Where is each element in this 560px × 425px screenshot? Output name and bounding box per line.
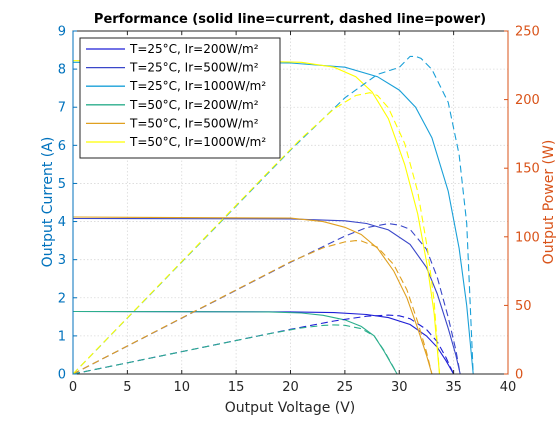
- left-tick-label: 7: [58, 101, 66, 116]
- left-tick-label: 4: [58, 215, 66, 230]
- left-tick-label: 8: [58, 63, 66, 78]
- power-line-series-4: [72, 324, 398, 375]
- x-axis-title: Output Voltage (V): [225, 400, 356, 416]
- legend-label: T=25°C, Ir=1000W/m²: [129, 79, 266, 93]
- power-line-series-1: [72, 314, 455, 375]
- x-tick-label: 5: [123, 380, 131, 395]
- x-tick-label: 15: [228, 380, 245, 395]
- left-tick-label: 0: [58, 368, 66, 383]
- left-tick-label: 9: [58, 25, 66, 40]
- left-axis-title: Output Current (A): [40, 137, 56, 268]
- current-line-series-1: [72, 310, 455, 375]
- right-axis-title: Output Power (W): [541, 140, 557, 265]
- x-tick-label: 25: [337, 380, 354, 395]
- right-tick-label: 200: [515, 93, 540, 108]
- x-tick-label: 30: [391, 380, 408, 395]
- right-tick-label: 0: [515, 368, 523, 383]
- right-tick-label: 150: [515, 162, 540, 177]
- legend: T=25°C, Ir=200W/m² T=25°C, Ir=500W/m² T=25…: [79, 37, 281, 159]
- legend-label: T=25°C, Ir=200W/m²: [129, 42, 259, 56]
- right-tick-label: 50: [515, 299, 532, 314]
- grid: [72, 30, 509, 375]
- power-line-series-6: [72, 92, 441, 375]
- x-tick-label: 0: [69, 380, 77, 395]
- left-tick-label: 6: [58, 139, 66, 154]
- right-tick-label: 250: [515, 25, 540, 40]
- x-tick-label: 20: [282, 380, 299, 395]
- x-tick-label: 35: [445, 380, 462, 395]
- current-line-series-5: [72, 216, 433, 375]
- chart-title: Performance (solid line=current, dashed …: [94, 12, 486, 27]
- ticks: 0 5 10 15 20 25 30 35 40012345678905010015020025…: [58, 25, 540, 396]
- legend-label: T=25°C, Ir=500W/m²: [129, 61, 259, 75]
- right-tick-label: 100: [515, 230, 540, 245]
- legend-label: T=50°C, Ir=500W/m²: [129, 116, 259, 130]
- legend-box: [79, 37, 281, 159]
- current-line-series-2: [72, 217, 461, 375]
- left-tick-label: 1: [58, 329, 66, 344]
- x-tick-label: 10: [173, 380, 190, 395]
- left-tick-label: 5: [58, 177, 66, 192]
- legend-label: T=50°C, Ir=200W/m²: [129, 98, 259, 112]
- left-tick-label: 2: [58, 291, 66, 306]
- current-line-series-6: [72, 60, 441, 375]
- power-line-series-2: [72, 223, 461, 375]
- legend-label: T=50°C, Ir=1000W/m²: [129, 135, 266, 149]
- x-tick-label: 40: [500, 380, 517, 395]
- left-tick-label: 3: [58, 253, 66, 268]
- series-layer: [72, 55, 474, 375]
- power-line-series-3: [72, 55, 474, 375]
